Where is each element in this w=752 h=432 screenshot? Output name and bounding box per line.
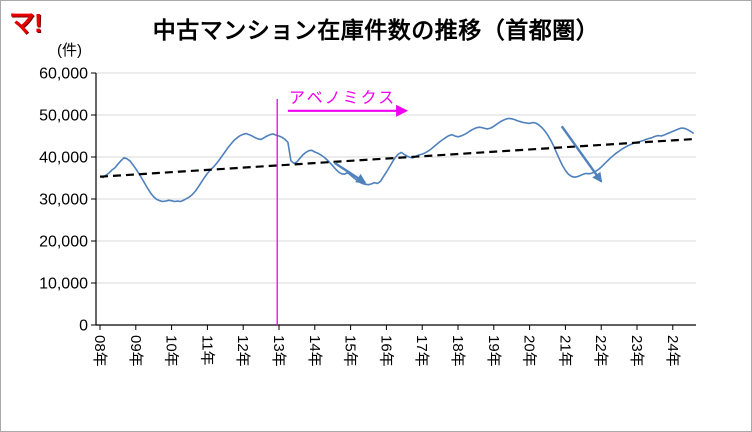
y-tick-label: 60,000 xyxy=(39,66,88,83)
y-tick-label: 0 xyxy=(79,318,88,335)
x-tick-label: 10年 xyxy=(163,335,180,367)
x-tick-label: 22年 xyxy=(592,335,609,367)
x-tick-label: 21年 xyxy=(556,335,573,367)
y-tick-label: 30,000 xyxy=(39,192,88,209)
x-tick-label: 20年 xyxy=(521,335,538,367)
x-tick-label: 09年 xyxy=(127,335,144,367)
x-tick-label: 08年 xyxy=(91,335,108,367)
y-axis-unit-label: (件) xyxy=(57,42,82,59)
x-tick-label: 24年 xyxy=(664,335,681,367)
y-tick-label: 40,000 xyxy=(39,150,88,167)
abenomics-label: アベノミクス xyxy=(289,89,396,107)
chart-title: 中古マンション在庫件数の推移（首都圏） xyxy=(152,17,600,43)
x-tick-label: 12年 xyxy=(234,335,251,367)
site-logo: マ! xyxy=(9,8,43,38)
inventory-line xyxy=(99,117,695,203)
x-tick-label: 23年 xyxy=(628,335,645,367)
y-tick-label: 50,000 xyxy=(39,108,88,125)
x-tick-label: 19年 xyxy=(485,335,502,367)
decline-arrow xyxy=(333,161,367,184)
x-tick-label: 17年 xyxy=(413,335,430,367)
y-tick-label: 20,000 xyxy=(39,234,88,251)
x-tick-label: 15年 xyxy=(342,335,359,367)
x-tick-label: 13年 xyxy=(270,335,287,367)
x-tick-label: 18年 xyxy=(449,335,466,367)
x-tick-label: 16年 xyxy=(377,335,394,367)
decline-arrow xyxy=(560,125,603,183)
trend-line xyxy=(99,137,697,178)
x-tick-label: 14年 xyxy=(306,335,323,367)
y-tick-label: 10,000 xyxy=(39,276,88,293)
x-tick-label: 11年 xyxy=(198,335,215,366)
